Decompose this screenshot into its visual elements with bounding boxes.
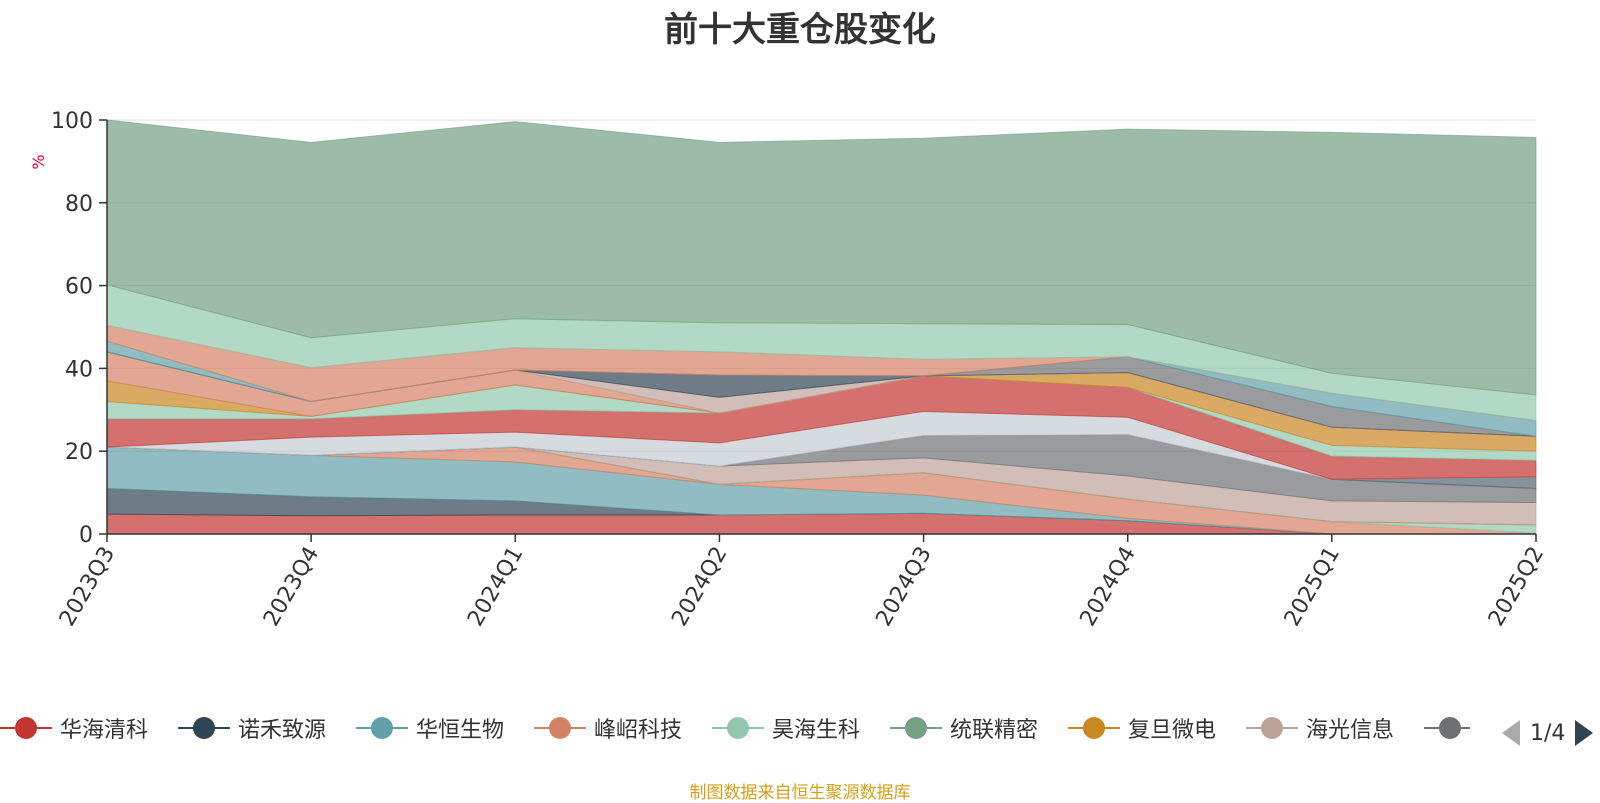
legend-label: 统联精密 [950, 718, 1039, 743]
legend-marker-icon [0, 717, 52, 739]
y-tick-label: 40 [65, 357, 93, 382]
legend-marker-icon [1068, 717, 1120, 739]
legend-item[interactable] [1424, 708, 1470, 748]
x-tick-label: 2023Q4 [259, 543, 324, 631]
x-tick-label: 2025Q2 [1484, 543, 1549, 631]
legend-marker-icon [356, 717, 408, 739]
chart-title: 前十大重仓股变化 [664, 10, 936, 50]
legend-label: 昊海生科 [772, 718, 861, 743]
x-tick-label: 2024Q4 [1076, 543, 1141, 631]
legend-item[interactable]: 峰岹科技 [534, 708, 682, 748]
legend-marker-icon [1246, 717, 1298, 739]
legend-item[interactable]: 复旦微电 [1068, 708, 1216, 748]
x-tick-label: 2025Q1 [1280, 543, 1345, 631]
x-tick-label: 2024Q1 [463, 543, 528, 631]
legend-marker-icon [1424, 717, 1470, 739]
legend-label: 海光信息 [1306, 718, 1395, 743]
pager-prev-icon[interactable] [1500, 718, 1522, 748]
legend-item[interactable]: 昊海生科 [712, 708, 860, 748]
pager-next-icon[interactable] [1573, 718, 1595, 748]
y-tick-label: 100 [51, 109, 93, 134]
legend-item[interactable]: 诺禾致源 [178, 708, 326, 748]
legend-label: 复旦微电 [1128, 718, 1217, 743]
y-tick-label: 0 [79, 523, 93, 548]
source-note: 制图数据来自恒生聚源数据库 [689, 783, 911, 803]
legend-label: 华恒生物 [416, 718, 505, 743]
legend-label: 诺禾致源 [238, 718, 327, 743]
y-tick-label: 60 [65, 275, 93, 300]
area-series-21 [106, 119, 1537, 396]
x-tick-label: 2024Q3 [871, 543, 936, 631]
legend-marker-icon [178, 717, 230, 739]
legend-marker-icon [712, 717, 764, 739]
legend-marker-icon [534, 717, 586, 739]
area-series [106, 119, 1537, 535]
legend-page-indicator: 1/4 [1530, 720, 1566, 746]
legend: 华海清科 诺禾致源 华恒生物 峰岹科技 昊海生科 统联精密 复旦微电 海光信息 [0, 708, 1600, 748]
x-tick-label: 2024Q2 [667, 543, 732, 631]
y-tick-label: 80 [65, 192, 93, 217]
legend-label: 峰岹科技 [594, 718, 683, 743]
y-tick-label: 20 [65, 440, 93, 465]
legend-marker-icon [890, 717, 942, 739]
legend-items: 华海清科 诺禾致源 华恒生物 峰岹科技 昊海生科 统联精密 复旦微电 海光信息 [0, 708, 1470, 748]
stacked-area-chart: 0 20 40 60 80 100 2023Q3 2023Q4 2024Q1 2024Q2 2024… [29, 109, 1549, 631]
legend-item[interactable]: 统联精密 [890, 708, 1038, 748]
legend-pager: 1/4 [1500, 718, 1595, 748]
legend-item[interactable]: 华恒生物 [356, 708, 504, 748]
legend-label: 华海清科 [60, 718, 149, 743]
y-axis-unit: % [29, 154, 48, 169]
legend-item[interactable]: 华海清科 [0, 708, 148, 748]
legend-item[interactable]: 海光信息 [1246, 708, 1394, 748]
x-tick-label: 2023Q3 [55, 543, 120, 631]
